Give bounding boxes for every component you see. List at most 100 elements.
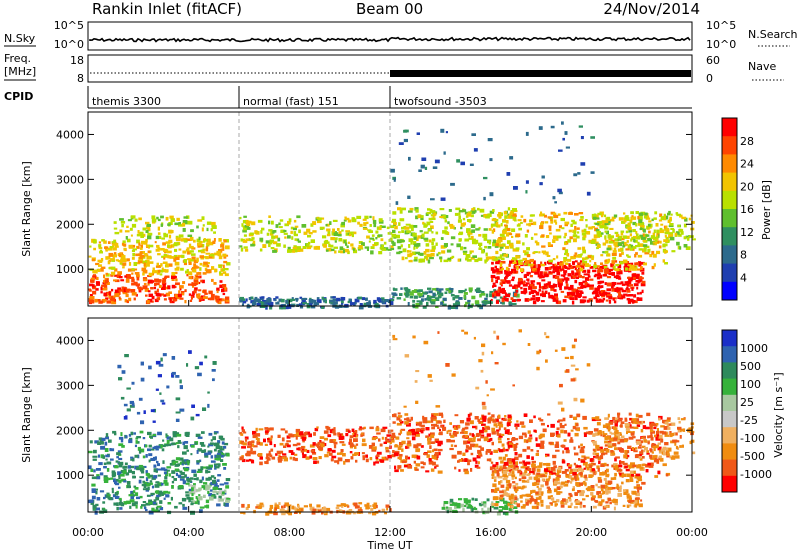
heatmap-cell xyxy=(98,244,102,248)
heatmap-cell xyxy=(148,459,151,463)
heatmap-cell xyxy=(512,213,517,217)
heatmap-cell xyxy=(485,293,489,298)
heatmap-cell xyxy=(386,507,389,511)
heatmap-cell xyxy=(480,214,484,217)
heatmap-cell xyxy=(513,486,517,490)
heatmap-cell xyxy=(372,216,375,221)
heatmap-cell xyxy=(268,215,271,218)
heatmap-cell xyxy=(383,441,387,444)
heatmap-cell xyxy=(143,242,148,245)
heatmap-cell xyxy=(433,448,438,452)
heatmap-cell xyxy=(487,240,491,244)
heatmap-cell xyxy=(380,297,385,301)
heatmap-cell xyxy=(118,464,123,468)
heatmap-cell xyxy=(283,232,288,235)
heatmap-cell xyxy=(424,255,427,259)
heatmap-cell xyxy=(602,291,605,294)
heatmap-cell xyxy=(623,265,629,269)
heatmap-cell xyxy=(138,217,142,221)
heatmap-cell xyxy=(508,213,512,216)
heatmap-cell xyxy=(108,439,112,443)
heatmap-cell xyxy=(290,298,295,301)
heatmap-cell xyxy=(185,494,190,497)
heatmap-cell xyxy=(609,245,612,249)
heatmap-cell xyxy=(222,463,227,466)
heatmap-cell xyxy=(214,268,217,273)
heatmap-cell xyxy=(637,279,640,284)
heatmap-cell xyxy=(501,288,505,291)
heatmap-cell xyxy=(567,292,571,297)
heatmap-cell xyxy=(496,431,499,435)
heatmap-cell xyxy=(144,288,149,292)
heatmap-cell xyxy=(573,173,578,177)
heatmap-cell xyxy=(457,219,462,223)
heatmap-cell xyxy=(301,451,304,455)
heatmap-cell xyxy=(621,221,626,224)
heatmap-cell xyxy=(454,444,457,448)
heatmap-cell xyxy=(111,490,114,494)
heatmap-cell xyxy=(213,442,219,447)
heatmap-cell xyxy=(180,267,184,271)
heatmap-cell xyxy=(298,229,301,234)
heatmap-cell xyxy=(100,267,104,272)
heatmap-cell xyxy=(288,511,292,516)
heatmap-cell xyxy=(212,479,216,484)
heatmap-cell xyxy=(582,461,588,466)
heatmap-cell xyxy=(142,437,146,440)
heatmap-cell xyxy=(408,244,411,248)
heatmap-cell xyxy=(192,488,198,493)
heatmap-cell xyxy=(508,468,513,472)
heatmap-cell xyxy=(577,467,583,472)
heatmap-cell xyxy=(582,280,586,284)
heatmap-cell xyxy=(486,426,491,430)
heatmap-cell xyxy=(301,224,307,228)
heatmap-cell xyxy=(98,264,102,267)
heatmap-cell xyxy=(167,491,171,494)
heatmap-cell xyxy=(188,491,194,495)
heatmap-cell xyxy=(634,503,637,508)
heatmap-cell xyxy=(641,272,645,275)
heatmap-cell xyxy=(106,282,110,285)
heatmap-cell xyxy=(618,277,622,280)
heatmap-cell xyxy=(119,498,122,503)
heatmap-cell xyxy=(520,286,523,290)
heatmap-cell xyxy=(573,254,578,258)
heatmap-cell xyxy=(117,364,122,369)
heatmap-cell xyxy=(183,216,188,219)
heatmap-cell xyxy=(581,232,586,236)
heatmap-cell xyxy=(468,303,471,307)
heatmap-cell xyxy=(357,296,363,300)
heatmap-cell xyxy=(202,224,205,227)
heatmap-cell xyxy=(573,416,578,420)
heatmap-cell xyxy=(447,507,452,511)
heatmap-cell xyxy=(516,420,519,423)
heatmap-cell xyxy=(131,282,136,286)
heatmap-cell xyxy=(329,452,333,456)
heatmap-cell xyxy=(368,505,372,508)
heatmap-cell xyxy=(245,506,249,510)
heatmap-cell xyxy=(600,464,605,467)
heatmap-cell xyxy=(558,191,563,195)
heatmap-cell xyxy=(91,483,96,487)
heatmap-cell xyxy=(513,465,516,468)
heatmap-cell xyxy=(339,452,343,455)
heatmap-cell xyxy=(512,261,517,264)
heatmap-cell xyxy=(239,440,243,445)
heatmap-cell xyxy=(93,270,98,274)
heatmap-cell xyxy=(361,242,365,246)
heatmap-cell xyxy=(535,453,539,456)
heatmap-cell xyxy=(608,241,614,244)
heatmap-cell xyxy=(241,426,244,430)
heatmap-cell xyxy=(161,444,166,448)
heatmap-cell xyxy=(556,499,560,503)
heatmap-cell xyxy=(536,472,541,475)
heatmap-cell xyxy=(165,444,169,447)
heatmap-cell xyxy=(345,428,350,433)
heatmap-cell xyxy=(431,217,436,220)
heatmap-cell xyxy=(207,403,210,408)
heatmap-cell xyxy=(136,234,141,237)
heatmap-cell xyxy=(136,411,141,415)
heatmap-cell xyxy=(506,422,511,427)
heatmap-cell xyxy=(612,250,617,253)
